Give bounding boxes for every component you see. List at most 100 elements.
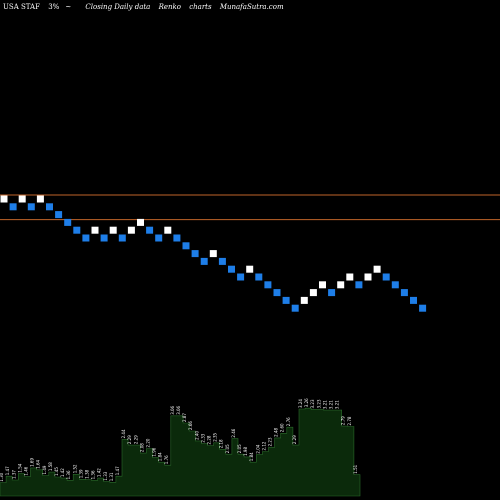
volume-label: 1.47 bbox=[5, 466, 10, 475]
renko-brick-down bbox=[118, 234, 126, 242]
volume-label: 2.35 bbox=[213, 432, 218, 441]
renko-brick-up bbox=[346, 273, 354, 281]
volume-label: 2.08 bbox=[139, 443, 144, 452]
volume-label: 1.84 bbox=[249, 452, 254, 461]
volume-label: 2.29 bbox=[133, 435, 138, 444]
renko-brick-down bbox=[218, 257, 226, 265]
volume-label: 3.21 bbox=[329, 400, 334, 409]
renko-brick-down bbox=[237, 273, 245, 281]
volume-label: 2.23 bbox=[268, 437, 273, 446]
volume-label: 2.60 bbox=[280, 423, 285, 432]
volume-label: 3.06 bbox=[170, 405, 175, 414]
volume-label: 2.40 bbox=[194, 431, 199, 440]
volume-label: 1.37 bbox=[11, 470, 16, 479]
header-site: MunafaSutra.com bbox=[219, 3, 284, 11]
volume-label: 2.76 bbox=[286, 417, 291, 426]
volume-label: 1.84 bbox=[158, 452, 163, 461]
renko-brick-up bbox=[309, 289, 317, 297]
volume-label: 2.48 bbox=[274, 428, 279, 437]
volume-label: 1.98 bbox=[243, 447, 248, 456]
header-description: Closing Daily data bbox=[85, 3, 151, 11]
volume-label: 2.29 bbox=[127, 435, 132, 444]
volume-label: 1.42 bbox=[97, 468, 102, 477]
renko-brick-up bbox=[373, 265, 381, 273]
volume-label: 3.23 bbox=[310, 399, 315, 408]
renko-brick-down bbox=[410, 296, 417, 304]
renko-brick-down bbox=[400, 289, 408, 297]
volume-label: 1.64 bbox=[36, 459, 41, 468]
volume-label: 3.21 bbox=[335, 400, 340, 409]
volume-area bbox=[0, 407, 361, 497]
volume-label: 1.76 bbox=[164, 455, 169, 464]
renko-brick-down bbox=[419, 304, 427, 312]
volume-label: 2.44 bbox=[121, 429, 126, 438]
renko-brick-down bbox=[173, 234, 181, 242]
renko-brick-up bbox=[0, 195, 8, 203]
renko-brick-up bbox=[127, 226, 135, 234]
renko-brick-down bbox=[282, 296, 290, 304]
renko-brick-up bbox=[91, 226, 99, 234]
volume-label: 2.87 bbox=[182, 413, 187, 422]
volume-label: 2.04 bbox=[255, 444, 260, 453]
renko-brick-down bbox=[191, 250, 199, 258]
renko-brick-down bbox=[391, 281, 399, 289]
ticker-label: USA STAF 3% ~ bbox=[3, 3, 72, 11]
volume-label: 1.39 bbox=[78, 469, 83, 478]
renko-brick-up bbox=[18, 195, 26, 203]
renko-brick-down bbox=[64, 218, 72, 226]
volume-label: 1.30 bbox=[0, 472, 4, 481]
renko-brick-down bbox=[100, 234, 108, 242]
renko-brick-down bbox=[328, 289, 336, 297]
volume-label: 1.36 bbox=[66, 470, 71, 479]
volume-label: 3.06 bbox=[176, 405, 181, 414]
renko-brick-down bbox=[146, 226, 154, 234]
volume-label: 2.20 bbox=[146, 438, 151, 447]
volume-label: 3.26 bbox=[304, 398, 309, 407]
volume-label: 2.46 bbox=[231, 428, 236, 437]
renko-brick-down bbox=[9, 203, 17, 211]
volume-label: 1.31 bbox=[109, 472, 114, 481]
renko-brick-down bbox=[228, 265, 235, 273]
renko-brick-down bbox=[291, 304, 299, 312]
volume-label: 1.46 bbox=[24, 466, 29, 475]
renko-brick-down bbox=[82, 234, 90, 242]
volume-label: 1.47 bbox=[115, 466, 120, 475]
volume-label: 2.33 bbox=[200, 433, 205, 442]
volume-label: 3.23 bbox=[316, 399, 321, 408]
renko-brick-down bbox=[55, 211, 63, 219]
renko-brick-up bbox=[164, 226, 172, 234]
renko-brick-down bbox=[27, 203, 35, 211]
volume-label: 1.49 bbox=[42, 465, 47, 474]
renko-brick-up bbox=[246, 265, 254, 273]
chart-header: USA STAF 3% ~ Closing Daily data Renko ch… bbox=[3, 3, 290, 11]
volume-label: 2.12 bbox=[261, 441, 266, 450]
volume-label: 1.52 bbox=[72, 464, 77, 473]
volume-label: 3.21 bbox=[322, 400, 327, 409]
volume-label: 2.79 bbox=[341, 416, 346, 425]
renko-brick-up bbox=[209, 250, 217, 258]
volume-label: 1.69 bbox=[30, 458, 35, 467]
volume-label: 2.66 bbox=[188, 421, 193, 430]
volume-label: 1.51 bbox=[353, 464, 358, 473]
renko-brick-down bbox=[355, 281, 363, 289]
header-chart-type: Renko bbox=[158, 3, 181, 11]
renko-brick-up bbox=[300, 296, 308, 304]
volume-label: 2.29 bbox=[292, 435, 297, 444]
volume-label: 1.58 bbox=[48, 462, 53, 471]
renko-brick-up bbox=[36, 195, 44, 203]
renko-brick-down bbox=[255, 273, 263, 281]
volume-label: 2.28 bbox=[207, 435, 212, 444]
volume-label: 1.54 bbox=[17, 463, 22, 472]
renko-brick-up bbox=[364, 273, 372, 281]
renko-brick-down bbox=[182, 242, 190, 250]
volume-label: 1.45 bbox=[54, 467, 59, 476]
volume-label: 1.33 bbox=[103, 471, 108, 480]
renko-brick-up bbox=[319, 281, 326, 289]
volume-label: 1.96 bbox=[152, 447, 157, 456]
renko-brick-down bbox=[73, 226, 81, 234]
volume-label: 2.78 bbox=[347, 416, 352, 425]
volume-label: 3.24 bbox=[298, 399, 303, 408]
renko-brick-down bbox=[382, 273, 390, 281]
renko-brick-up bbox=[137, 218, 144, 226]
